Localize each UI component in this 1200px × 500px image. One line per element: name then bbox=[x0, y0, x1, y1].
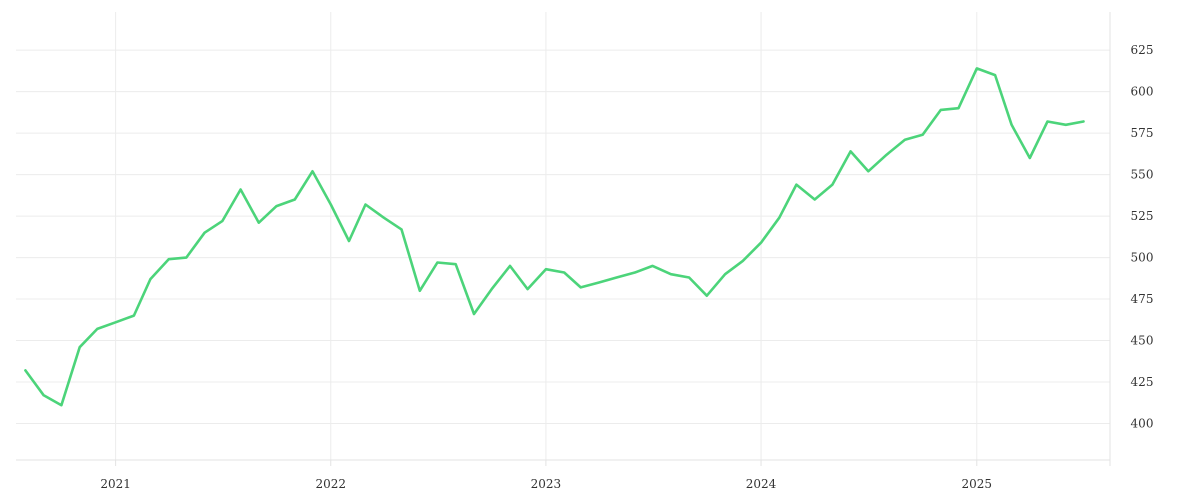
series-line bbox=[24, 67, 1085, 407]
x-tick-label: 2021 bbox=[100, 477, 131, 491]
x-tick-label: 2025 bbox=[962, 477, 993, 491]
y-tick-label: 575 bbox=[1131, 126, 1154, 140]
y-tick-label: 550 bbox=[1131, 168, 1154, 182]
x-tick-label: 2022 bbox=[315, 477, 346, 491]
y-gridlines bbox=[16, 49, 1110, 424]
y-axis-tick-labels: 400 425 450 475 500 525 550 575 600 625 bbox=[1131, 43, 1154, 430]
y-tick-label: 400 bbox=[1131, 416, 1154, 430]
x-tick-label: 2024 bbox=[746, 477, 777, 491]
series-layer bbox=[24, 67, 1085, 407]
y-tick-label: 475 bbox=[1131, 292, 1154, 306]
axes bbox=[16, 12, 1111, 466]
y-tick-label: 425 bbox=[1131, 375, 1154, 389]
y-tick-label: 625 bbox=[1131, 43, 1154, 57]
y-tick-label: 525 bbox=[1131, 209, 1154, 223]
y-tick-label: 500 bbox=[1131, 251, 1154, 265]
x-axis-tick-labels: 2021 2022 2023 2024 2025 bbox=[100, 477, 992, 491]
x-gridlines bbox=[115, 12, 978, 460]
x-tick-label: 2023 bbox=[531, 477, 562, 491]
y-tick-label: 450 bbox=[1131, 334, 1154, 348]
y-tick-label: 600 bbox=[1131, 85, 1154, 99]
